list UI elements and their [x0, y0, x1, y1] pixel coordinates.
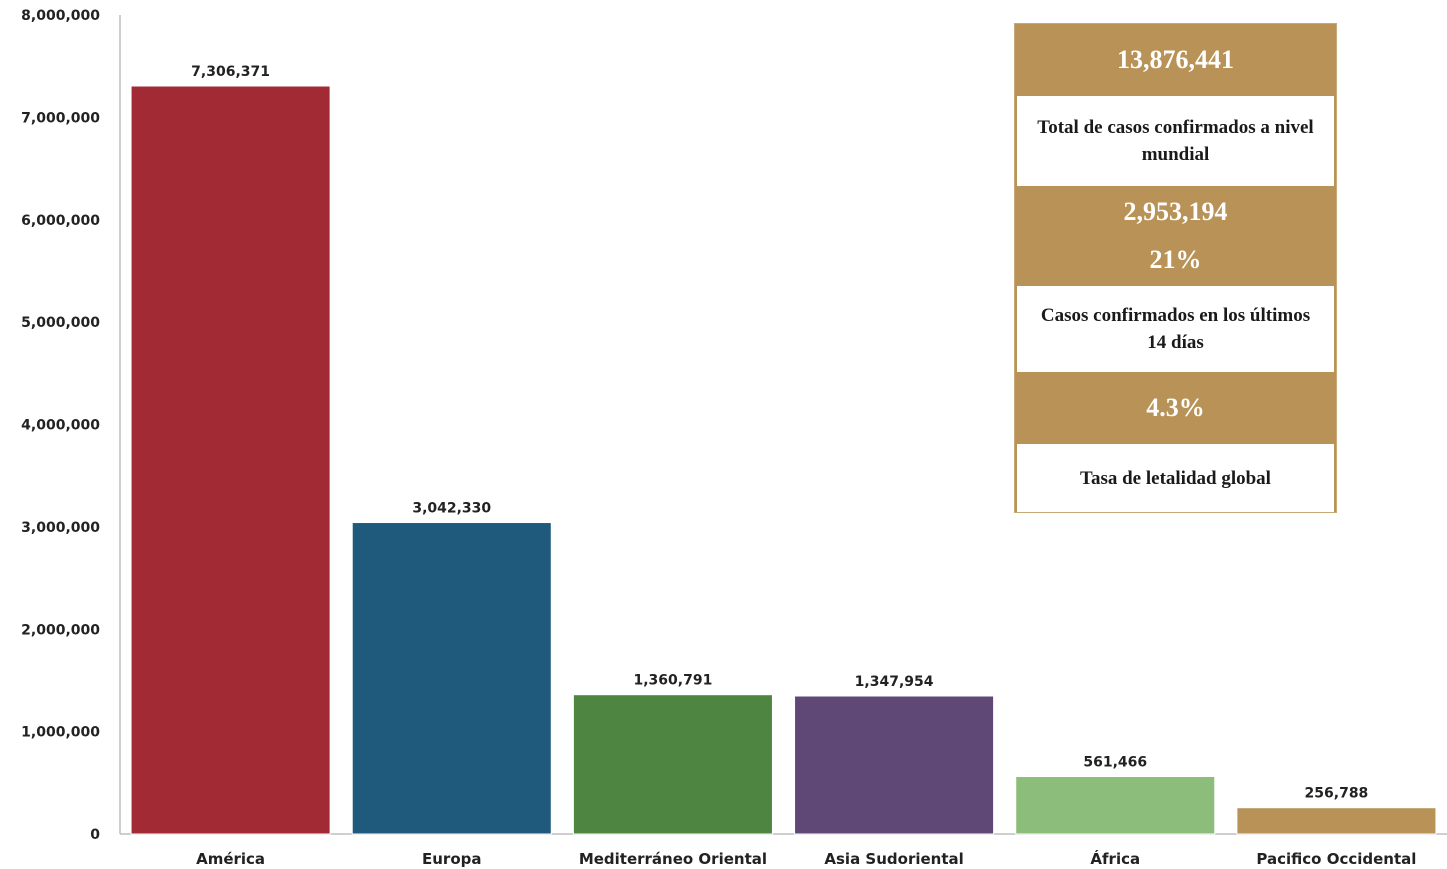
y-axis-ticks: 0 1,000,000 2,000,000 3,000,000 4,000,000 5,0…	[21, 8, 100, 843]
total-cases-label: Total de casos confirmados a nivel mundi…	[1037, 117, 1314, 165]
recent-cases-caption: Casos confirmados en los últimos 14 días	[1015, 286, 1336, 372]
category-label: América	[196, 850, 265, 868]
recent-cases-box: 2,953,194 21%	[1015, 186, 1336, 286]
fatality-rate-label: Tasa de letalidad global	[1080, 467, 1271, 489]
category-labels-group: América Europa Mediterráneo Oriental Asia S…	[196, 849, 1416, 868]
bar-value-label: 561,466	[1083, 755, 1147, 771]
fatality-rate-caption: Tasa de letalidad global	[1015, 444, 1336, 512]
summary-panel: 13,876,441 Total de casos confirmados a …	[1014, 23, 1337, 513]
bar-value-label: 3,042,330	[412, 501, 491, 517]
bars-group	[130, 85, 1437, 835]
y-tick-label: 6,000,000	[21, 213, 100, 229]
y-tick-label: 5,000,000	[21, 315, 100, 331]
total-cases-caption: Total de casos confirmados a nivel mundi…	[1015, 96, 1336, 186]
y-tick-label: 2,000,000	[21, 622, 100, 638]
bar	[351, 522, 552, 835]
bar	[572, 694, 773, 835]
y-tick-label: 1,000,000	[21, 725, 100, 741]
total-cases-value: 13,876,441	[1117, 45, 1234, 74]
bar	[130, 85, 331, 835]
category-label: Asia Sudoriental	[824, 850, 963, 868]
fatality-rate-box: 4.3%	[1015, 372, 1336, 444]
bar	[1236, 807, 1437, 835]
bar-value-label: 1,347,954	[855, 674, 934, 690]
category-label: Europa	[422, 850, 482, 868]
data-labels-group: 7,306,371 3,042,330 1,360,791 1,347,954 561,…	[191, 64, 1368, 802]
recent-cases-percent: 21%	[1149, 245, 1202, 274]
bar-value-label: 7,306,371	[191, 64, 270, 80]
category-label: Pacifico Occidental	[1256, 850, 1416, 868]
recent-cases-label: Casos confirmados en los últimos 14 días	[1040, 305, 1311, 353]
y-tick-label: 0	[90, 827, 100, 843]
recent-cases-value: 2,953,194	[1123, 197, 1228, 226]
fatality-rate-value: 4.3%	[1146, 393, 1205, 422]
y-tick-label: 7,000,000	[21, 110, 100, 126]
bar-value-label: 1,360,791	[634, 673, 713, 689]
category-label: África	[1090, 849, 1140, 868]
category-label: Mediterráneo Oriental	[579, 850, 767, 868]
bar	[794, 695, 995, 835]
total-cases-box: 13,876,441	[1015, 24, 1336, 96]
bar-value-label: 256,788	[1305, 786, 1369, 802]
y-tick-label: 3,000,000	[21, 520, 100, 536]
y-tick-label: 4,000,000	[21, 418, 100, 434]
y-tick-label: 8,000,000	[21, 8, 100, 24]
bar	[1015, 776, 1216, 835]
